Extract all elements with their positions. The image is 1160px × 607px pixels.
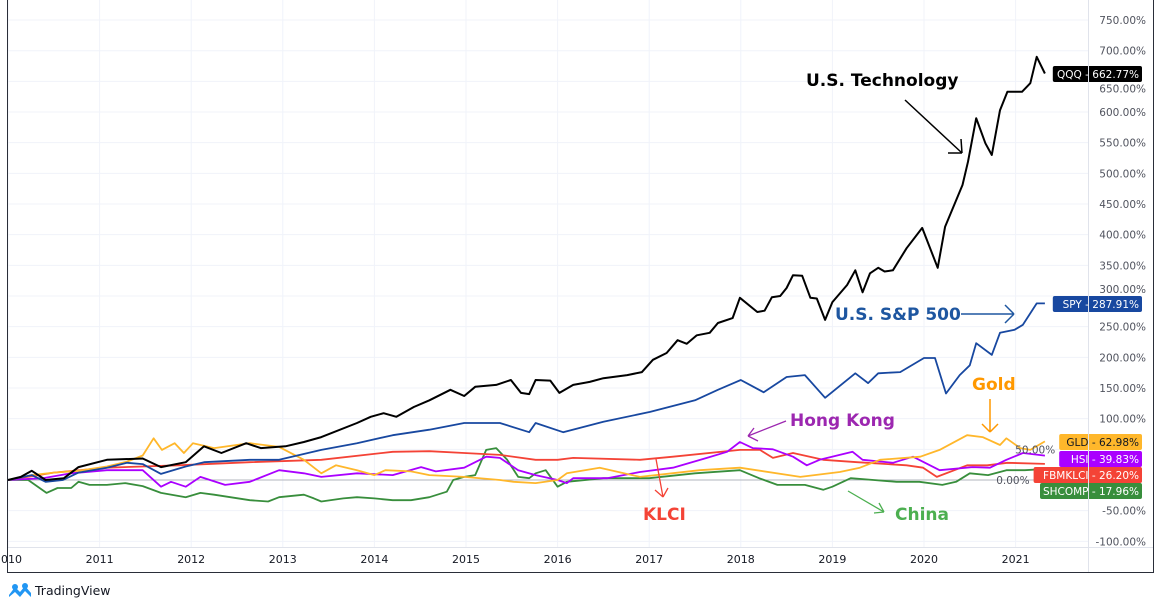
series-line-spy [7, 302, 1045, 483]
y-tick-label: 500.00% [1099, 168, 1146, 180]
series-tag-qqq: QQQ - 662.77% [1052, 66, 1142, 82]
tag-label: SPY - 287.91% [1063, 299, 1139, 311]
tradingview-logo[interactable]: TradingView [8, 582, 111, 598]
annotation-gold: Gold [972, 375, 1016, 433]
annotation-label: U.S. S&P 500 [835, 305, 961, 325]
series-line-gld [7, 434, 1046, 484]
y-tick-label: 300.00% [1099, 284, 1146, 296]
arrow-icon [961, 304, 1015, 324]
x-tick-label: 2019 [818, 553, 846, 566]
x-tick-label: 2010 [0, 553, 22, 566]
tag-background [1052, 296, 1142, 312]
y-tick-label: 0.00% [996, 475, 1029, 487]
chart-frame [7, 0, 1154, 573]
y-tick-label: 250.00% [1099, 322, 1146, 334]
x-tick-label: 2014 [360, 553, 388, 566]
series-tag-spy: SPY - 287.91% [1052, 296, 1142, 312]
y-tick-label: 550.00% [1099, 138, 1146, 150]
x-tick-label: 2018 [727, 553, 755, 566]
annotation-label: U.S. Technology [806, 71, 958, 91]
arrow-icon [654, 458, 669, 498]
y-tick-label: 150.00% [1099, 383, 1146, 395]
x-tick-label: 2020 [910, 553, 938, 566]
annotation-label: China [895, 505, 949, 525]
arrow-icon [904, 99, 963, 154]
annotation-label: KLCI [643, 505, 686, 525]
y-tick-label: 350.00% [1099, 260, 1146, 272]
tag-label: QQQ - 662.77% [1057, 69, 1139, 81]
annotation-klci: KLCI [643, 458, 686, 525]
tradingview-logo-text: TradingView [35, 582, 111, 598]
tag-background [1040, 483, 1142, 499]
series-tag-hsi: HSI - 39.83% [1059, 451, 1142, 467]
arrow-icon [981, 399, 999, 433]
arrow-icon [847, 490, 885, 514]
y-axis[interactable]: 750.00% 700.00% 650.00% 600.00% 550.00% 500.0… [996, 15, 1146, 548]
series-tags: QQQ - 662.77% SPY - 287.91% GLD - 62.98% HS… [1033, 66, 1142, 499]
annotation-label: Gold [972, 375, 1016, 395]
grid [7, 0, 1088, 547]
tag-label: GLD - 62.98% [1066, 437, 1139, 449]
x-tick-label: 2017 [635, 553, 663, 566]
tag-background [1033, 467, 1142, 483]
x-tick-label: 2011 [86, 553, 114, 566]
tag-label: SHCOMP - 17.96% [1043, 486, 1139, 498]
tag-label: FBMKLCI - 26.20% [1043, 470, 1139, 482]
y-tick-label: 450.00% [1099, 199, 1146, 211]
x-tick-label: 2013 [269, 553, 297, 566]
arrow-icon [747, 420, 787, 442]
y-tick-label: 600.00% [1099, 107, 1146, 119]
series-line-hsi [7, 441, 1046, 488]
y-tick-label: -100.00% [1095, 536, 1146, 548]
y-tick-label: 750.00% [1099, 15, 1146, 27]
annotation-us-sp500: U.S. S&P 500 [835, 304, 1015, 325]
x-axis[interactable]: 2010 2011 2012 2013 2014 2015 2016 2017 2018 2019… [0, 553, 1030, 566]
y-tick-label: 200.00% [1099, 352, 1146, 364]
y-tick-label: 650.00% [1099, 83, 1146, 95]
tradingview-logo-icon [9, 583, 31, 597]
series-line-fbmklci [7, 449, 1045, 481]
tag-label: HSI - 39.83% [1071, 454, 1139, 466]
tag-background [1052, 66, 1142, 82]
series-line-shcomp [8, 447, 1045, 503]
annotation-hong-kong: Hong Kong [747, 411, 895, 442]
series-tag-shcomp: SHCOMP - 17.96% [1040, 483, 1142, 499]
x-tick-label: 2012 [177, 553, 205, 566]
x-tick-label: 2021 [1002, 553, 1030, 566]
x-tick-label: 2015 [452, 553, 480, 566]
y-tick-label: 50.00% [1015, 444, 1055, 456]
y-tick-label: 700.00% [1099, 46, 1146, 58]
annotation-label: Hong Kong [790, 411, 895, 431]
y-tick-label: -50.00% [1102, 506, 1146, 518]
tag-background [1059, 451, 1142, 467]
y-tick-label: 100.00% [1099, 414, 1146, 426]
annotation-china: China [847, 490, 949, 525]
annotation-us-technology: U.S. Technology [806, 71, 963, 154]
x-tick-label: 2016 [544, 553, 572, 566]
y-tick-label: 400.00% [1099, 230, 1146, 242]
series-tag-fbmklci: FBMKLCI - 26.20% [1033, 467, 1142, 483]
series-line-qqq [7, 55, 1046, 481]
series-lines [7, 55, 1046, 503]
tag-background [1059, 434, 1142, 450]
series-tag-gld: GLD - 62.98% [1059, 434, 1142, 450]
